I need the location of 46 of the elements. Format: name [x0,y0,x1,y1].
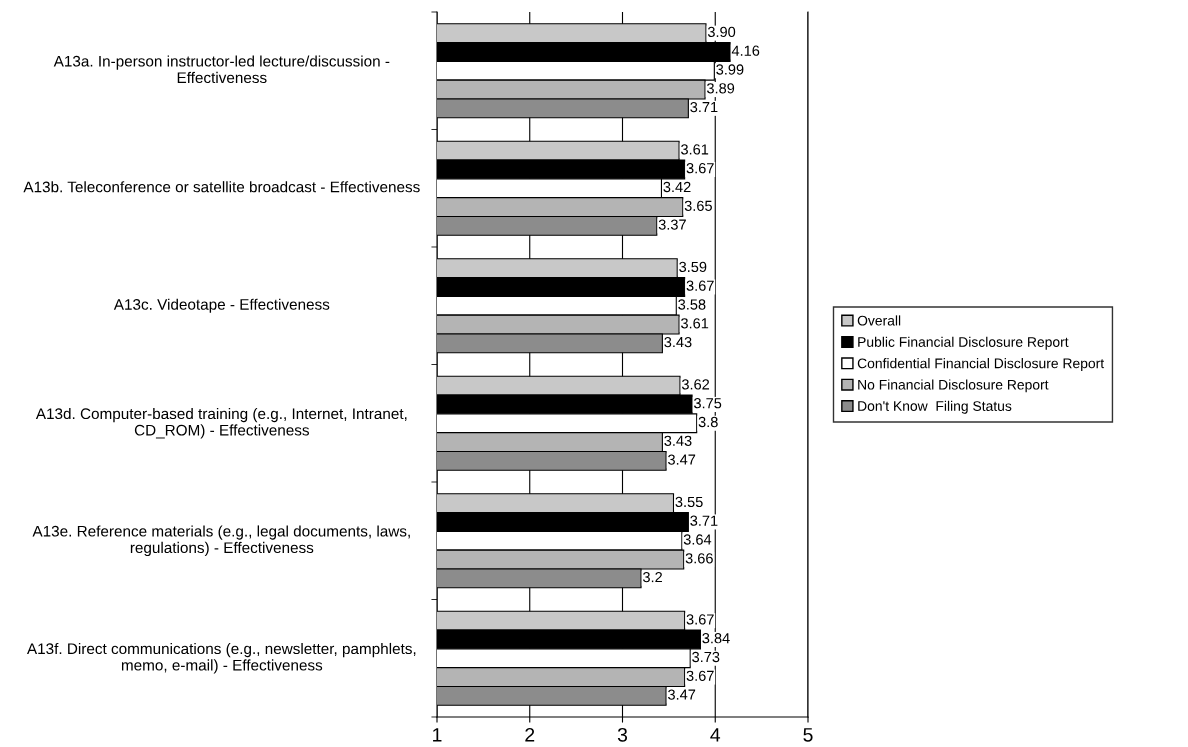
data-label: 3.43 [664,435,692,446]
data-label: 3.37 [658,219,686,230]
data-label: 3.2 [642,571,662,583]
data-label: 3.58 [678,299,706,310]
y-tick-label: A13a. In-person instructor-led lecture/discussion - Effectiveness [53,55,390,84]
data-label: 3.43 [664,336,692,348]
legend-label: Overall [857,315,901,326]
data-label: 3.64 [683,534,712,545]
data-label: 3.42 [663,181,691,193]
data-label: 3.71 [690,101,718,113]
data-label: 3.55 [675,496,703,508]
y-tick-label: A13f. Direct communications (e.g., newsletter, pamphlets, memo, e-mail) - Effectiveness [26,642,416,674]
data-label: 3.90 [707,26,736,38]
data-label: 4.16 [731,45,760,56]
data-label: 3.47 [668,454,696,465]
data-label: 3.67 [686,614,714,625]
x-tick-label: 1 [433,728,442,742]
x-tick-label: 4 [710,728,721,742]
x-tick-label: 5 [803,728,813,742]
legend-label: Confidential Financial Disclosure Report [857,358,1105,372]
legend-label: No Financial Disclosure Report [858,379,1049,393]
data-label: 3.65 [684,200,712,211]
data-label: 3.73 [692,651,720,663]
data-label: 3.62 [681,379,710,390]
x-tick-label: 3 [617,727,628,742]
y-tick-label: A13b. Teleconference or satellite broadcast - Effectiveness [23,181,420,193]
data-label: 3.75 [694,398,722,409]
data-label: 3.84 [702,633,730,644]
legend-label: Public Financial Disclosure Report [858,336,1069,350]
data-label: 3.66 [685,553,713,564]
data-label: 3.71 [690,515,718,526]
data-label: 3.67 [686,280,714,291]
data-label: 3.67 [686,163,714,174]
data-label: 3.89 [706,83,735,94]
data-label: 3.99 [716,64,744,75]
y-tick-label: A13c. Videotape - Effectiveness [113,298,330,313]
data-label: 3.59 [679,261,707,273]
data-label: 3.8 [698,416,718,428]
legend-label: Don't Know Filing Status [858,400,1012,414]
x-tick-label: 2 [525,727,535,742]
data-label: 3.67 [686,670,714,681]
data-label: 3.61 [681,318,709,329]
data-label: 3.61 [681,144,709,155]
y-tick-label: A13d. Computer-based training (e.g., Internet, Intranet, CD_ROM) - Effectiveness [35,407,407,439]
data-label: 3.47 [668,689,696,700]
y-tick-label: A13e. Reference materials (e.g., legal documents, laws, regulations) - Effectiveness [32,525,410,557]
